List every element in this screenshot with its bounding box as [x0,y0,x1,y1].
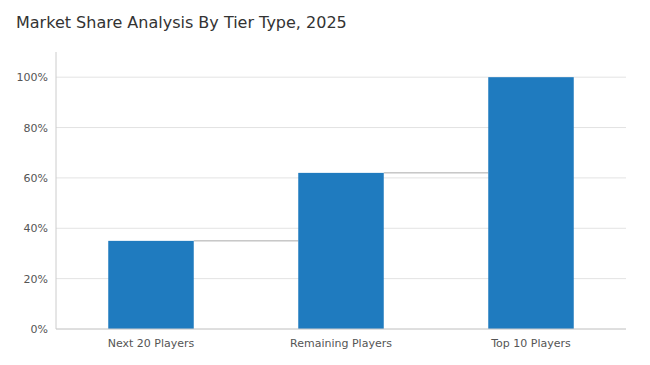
chart-container: Market Share Analysis By Tier Type, 2025… [0,0,650,365]
y-axis-line [56,52,57,329]
title: Market Share Analysis By Tier Type, 2025 [16,13,347,32]
y-tick-label: 100% [17,71,48,84]
y-tick-label: 60% [24,172,48,185]
y-tick-label: 40% [24,222,48,235]
bar [298,173,384,329]
x-tick-label: Remaining Players [290,337,392,350]
x-tick-label: Next 20 Players [108,337,195,350]
bar [488,77,574,329]
connector [384,172,489,173]
bar [108,241,194,329]
grid [56,77,626,329]
connector [194,240,299,241]
bars [108,77,574,329]
chart: Market Share Analysis By Tier Type, 2025… [0,0,650,365]
y-tick-label: 20% [24,273,48,286]
grid-line [56,329,626,330]
x-tick-label: Top 10 Players [490,337,571,350]
y-tick-label: 0% [31,323,48,336]
y-tick-label: 80% [24,122,48,135]
x-axis-line [56,329,626,330]
